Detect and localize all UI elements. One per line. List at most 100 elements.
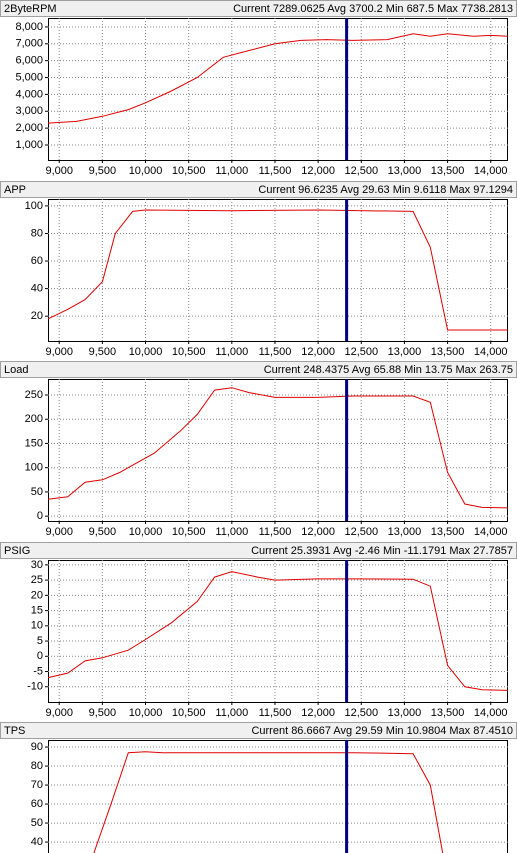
x-tick-label: 13,000 [388, 346, 422, 358]
data-line [47, 33, 509, 124]
y-tick-label: 6,000 [15, 55, 43, 67]
x-tick-label: 14,000 [474, 707, 508, 719]
x-tick-label: 11,000 [215, 707, 248, 719]
y-tick-label: 200 [25, 413, 43, 425]
y-tick-label: 80 [31, 760, 43, 772]
x-tick-label: 13,500 [431, 707, 465, 719]
data-line [47, 387, 509, 509]
x-tick-label: 9,500 [89, 165, 117, 177]
panel-stats: Current 248.4375 Avg 65.88 Min 13.75 Max… [264, 364, 513, 376]
x-tick-label: 10,500 [172, 346, 206, 358]
y-tick-label: 100 [25, 200, 43, 212]
y-tick-label: 0 [37, 650, 43, 662]
x-tick-label: 10,000 [129, 346, 163, 358]
panel-stats: Current 25.3931 Avg -2.46 Min -11.1791 M… [251, 545, 513, 557]
panel-title: APP [4, 184, 26, 196]
x-tick-label: 10,000 [129, 707, 163, 719]
panel-title: TPS [4, 725, 25, 737]
y-tick-label: -5 [33, 665, 43, 677]
x-tick-label: 11,000 [215, 526, 248, 538]
x-tick-label: 13,000 [388, 707, 422, 719]
x-tick-label: 10,500 [172, 165, 206, 177]
y-tick-label: 60 [31, 255, 43, 267]
y-tick-label: 5 [37, 635, 43, 647]
y-tick-label: 25 [31, 574, 43, 586]
y-tick-label: 40 [31, 283, 43, 295]
x-tick-label: 9,500 [89, 707, 117, 719]
plot-area [48, 560, 508, 703]
panel-title: PSIG [4, 545, 30, 557]
y-tick-label: 80 [31, 227, 43, 239]
y-tick-label: 150 [25, 437, 43, 449]
y-tick-label: 50 [31, 817, 43, 829]
y-tick-label: 250 [25, 389, 43, 401]
y-tick-label: 4,000 [15, 88, 43, 100]
x-tick-label: 12,000 [301, 526, 335, 538]
panel-stats: Current 96.6235 Avg 29.63 Min 9.6118 Max… [258, 184, 513, 196]
x-tick-label: 12,000 [301, 165, 335, 177]
data-line [93, 751, 444, 853]
x-tick-label: 13,000 [388, 165, 422, 177]
panel-title: Load [4, 364, 28, 376]
plot-area [48, 18, 508, 161]
x-tick-label: 13,000 [388, 526, 422, 538]
x-tick-label: 14,000 [474, 165, 508, 177]
x-tick-label: 13,500 [431, 165, 465, 177]
x-tick-label: 12,000 [301, 707, 335, 719]
y-tick-label: 100 [25, 462, 43, 474]
x-tick-label: 12,500 [344, 707, 378, 719]
x-tick-label: 9,000 [45, 346, 73, 358]
x-tick-label: 11,500 [259, 165, 292, 177]
x-tick-label: 12,000 [301, 346, 335, 358]
x-tick-label: 11,000 [215, 165, 248, 177]
x-tick-label: 14,000 [474, 346, 508, 358]
data-line [47, 209, 508, 331]
x-tick-label: 9,500 [89, 526, 117, 538]
x-tick-label: 11,000 [215, 346, 248, 358]
panel-title: 2ByteRPM [4, 3, 57, 15]
x-tick-label: 12,500 [344, 165, 378, 177]
y-tick-label: 2,000 [15, 122, 43, 134]
y-tick-label: 1,000 [15, 139, 43, 151]
x-tick-label: 12,500 [344, 526, 378, 538]
y-tick-label: 60 [31, 798, 43, 810]
panel-stats: Current 7289.0625 Avg 3700.2 Min 687.5 M… [233, 3, 513, 15]
y-tick-label: 15 [31, 604, 43, 616]
x-tick-label: 14,000 [474, 526, 508, 538]
y-tick-label: 5,000 [15, 71, 43, 83]
x-tick-label: 9,500 [89, 346, 117, 358]
plot-area [48, 199, 508, 342]
y-tick-label: 3,000 [15, 105, 43, 117]
y-tick-label: 30 [31, 559, 43, 571]
y-tick-label: 90 [31, 741, 43, 753]
x-tick-label: 9,000 [45, 707, 73, 719]
panel-stats: Current 86.6667 Avg 29.59 Min 10.9804 Ma… [251, 725, 513, 737]
x-tick-label: 10,500 [172, 707, 206, 719]
x-tick-label: 11,500 [259, 707, 292, 719]
y-tick-label: 40 [31, 836, 43, 848]
y-tick-label: 10 [31, 620, 43, 632]
y-tick-label: 8,000 [15, 21, 43, 33]
y-tick-label: 20 [31, 589, 43, 601]
x-tick-label: 13,500 [431, 526, 465, 538]
x-tick-label: 9,000 [45, 165, 73, 177]
y-tick-label: 7,000 [15, 38, 43, 50]
y-tick-label: -10 [27, 681, 43, 693]
x-tick-label: 12,500 [344, 346, 378, 358]
data-line [47, 571, 509, 691]
x-tick-label: 10,500 [172, 526, 206, 538]
x-tick-label: 9,000 [45, 526, 73, 538]
y-tick-label: 70 [31, 779, 43, 791]
x-tick-label: 10,000 [129, 526, 163, 538]
plot-area [48, 379, 508, 522]
x-tick-label: 10,000 [129, 165, 163, 177]
y-tick-label: 0 [37, 510, 43, 522]
x-tick-label: 11,500 [259, 346, 292, 358]
x-tick-label: 13,500 [431, 346, 465, 358]
plot-area [48, 740, 508, 853]
y-tick-label: 50 [31, 486, 43, 498]
x-tick-label: 11,500 [259, 526, 292, 538]
y-tick-label: 20 [31, 310, 43, 322]
